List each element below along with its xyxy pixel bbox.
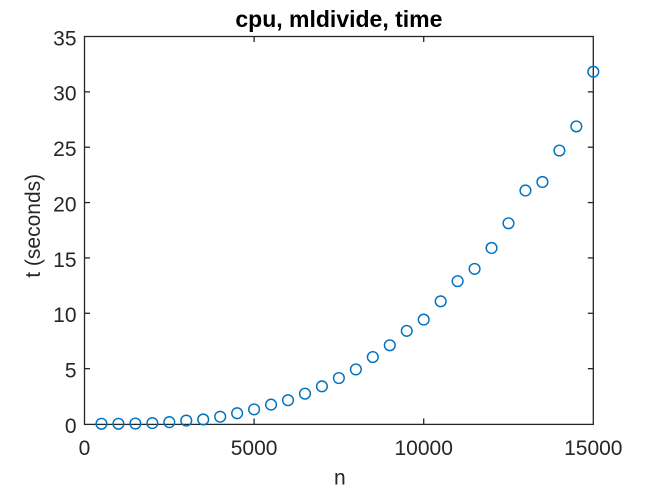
svg-text:15: 15 bbox=[53, 249, 76, 272]
svg-text:25: 25 bbox=[53, 138, 76, 161]
svg-text:0: 0 bbox=[65, 415, 77, 438]
svg-text:35: 35 bbox=[53, 27, 76, 50]
svg-text:5000: 5000 bbox=[231, 437, 278, 460]
svg-text:n: n bbox=[334, 467, 346, 490]
svg-text:15000: 15000 bbox=[564, 437, 622, 460]
svg-text:5: 5 bbox=[65, 360, 77, 383]
svg-text:10000: 10000 bbox=[394, 437, 452, 460]
svg-text:10: 10 bbox=[53, 304, 76, 327]
svg-text:t (seconds): t (seconds) bbox=[22, 174, 45, 278]
svg-text:cpu, mldivide, time: cpu, mldivide, time bbox=[235, 6, 442, 32]
svg-text:0: 0 bbox=[79, 437, 91, 460]
svg-text:20: 20 bbox=[53, 193, 76, 216]
svg-text:30: 30 bbox=[53, 83, 76, 106]
